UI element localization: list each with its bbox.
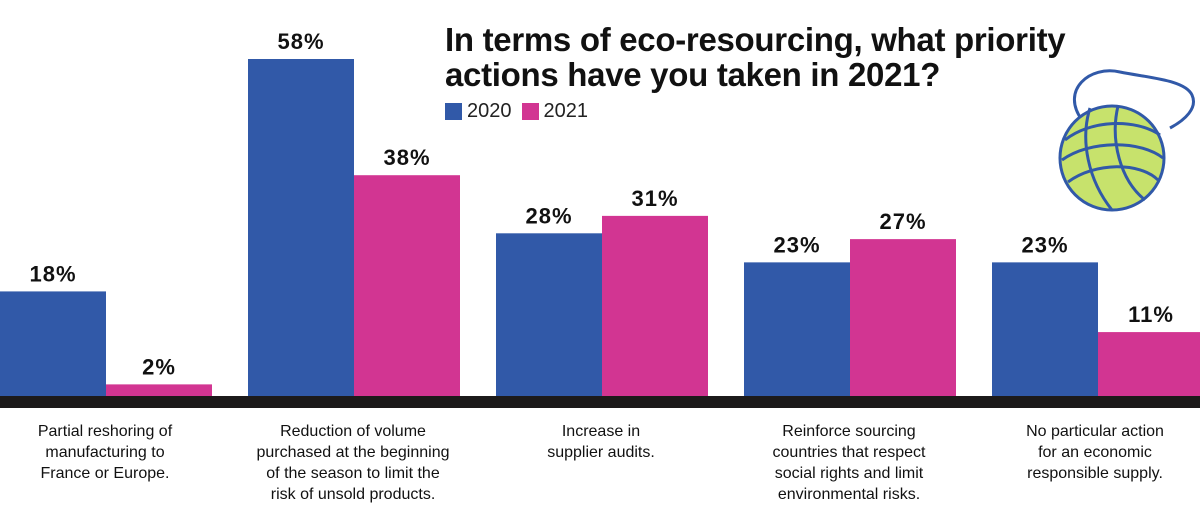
bar-2021-3: [850, 239, 956, 396]
bar-2020-1: [248, 59, 354, 396]
value-label-2021-0: 2%: [142, 354, 176, 379]
category-label-4: No particular action for an economic res…: [980, 421, 1200, 484]
chart-baseline: [0, 396, 1200, 408]
legend-item-2020: 2020: [445, 100, 512, 123]
legend-item-2021: 2021: [521, 100, 589, 123]
bar-2021-4: [1098, 332, 1200, 396]
category-label-0: Partial reshoring of manufacturing to Fr…: [0, 421, 220, 484]
value-label-2021-2: 31%: [631, 186, 678, 211]
chart-title: In terms of eco-resourcing, what priorit…: [445, 22, 1145, 92]
bar-2020-3: [744, 262, 850, 396]
category-label-line: Partial reshoring of: [37, 423, 173, 440]
category-label-line: Reinforce sourcing: [782, 423, 916, 440]
chart-title-line: actions have you taken in 2021?: [445, 56, 941, 93]
bar-2021-1: [354, 175, 460, 396]
legend-swatch-2021: [521, 103, 539, 120]
yarn-strand-4: [1084, 107, 1114, 211]
category-label-line: social rights and limit: [774, 465, 924, 482]
category-label-1: Reduction of volume purchased at the beg…: [238, 421, 468, 505]
category-label-line: environmental risks.: [777, 486, 921, 503]
category-label-line: of the season to limit the: [266, 465, 440, 482]
value-labels-group: 18% 2% 58% 38% 28% 31% 23% 27% 23% 11%: [29, 29, 1174, 379]
category-label-line: for an economic: [1038, 444, 1152, 461]
value-label-2020-2: 28%: [525, 203, 572, 228]
yarn-strand-2: [1061, 143, 1164, 162]
bar-2021-2: [602, 215, 708, 396]
category-label-line: Increase in: [561, 423, 641, 440]
yarn-strand-5: [1113, 105, 1146, 202]
yarn-strand-3: [1067, 165, 1160, 184]
value-label-2021-3: 27%: [879, 209, 926, 234]
category-label-line: responsible supply.: [1027, 465, 1163, 482]
category-label-line: Reduction of volume: [280, 423, 426, 440]
category-label-line: countries that respect: [772, 444, 926, 461]
category-label-line: risk of unsold products.: [270, 486, 436, 503]
legend: 2020 2021: [445, 100, 592, 123]
yarn-ball: [1058, 104, 1166, 212]
category-label-3: Reinforce sourcing countries that respec…: [734, 421, 964, 505]
category-label-2: Increase in supplier audits.: [486, 421, 716, 463]
legend-swatch-2020: [445, 103, 462, 120]
yarn-strand-1: [1064, 122, 1161, 142]
bars-group: [0, 59, 1200, 396]
legend-label-2020: 2020: [467, 100, 512, 122]
category-label-line: No particular action: [1026, 423, 1164, 440]
value-label-2020-4: 23%: [1021, 232, 1068, 257]
bar-2020-4: [992, 262, 1098, 396]
bar-2021-0: [106, 384, 212, 396]
value-label-2020-0: 18%: [29, 261, 76, 286]
value-label-2020-1: 58%: [277, 29, 324, 54]
category-label-line: supplier audits.: [547, 444, 655, 461]
value-label-2021-4: 11%: [1128, 302, 1174, 327]
value-label-2020-3: 23%: [773, 232, 820, 257]
yarn-thread: [1073, 69, 1195, 130]
category-label-line: purchased at the beginning: [256, 444, 450, 461]
category-label-line: manufacturing to: [45, 444, 165, 461]
bar-2020-2: [496, 233, 602, 396]
category-label-line: France or Europe.: [40, 465, 170, 482]
legend-label-2021: 2021: [543, 100, 589, 122]
value-label-2021-1: 38%: [383, 145, 430, 170]
chart-title-line: In terms of eco-resourcing, what priorit…: [445, 21, 1066, 58]
bar-2020-0: [0, 291, 106, 396]
